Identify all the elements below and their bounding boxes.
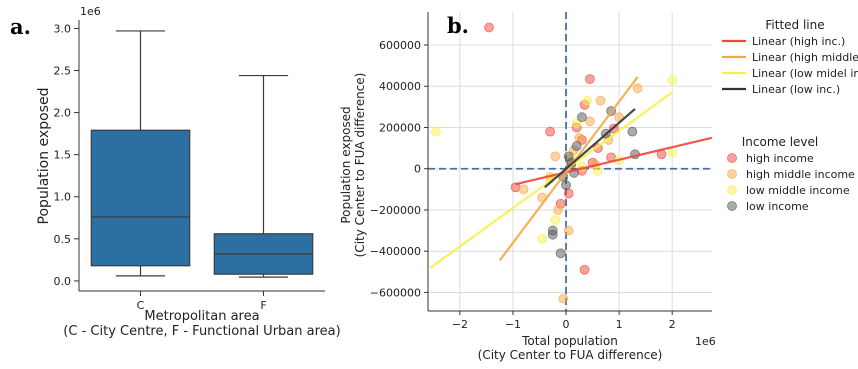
- panel-b-y-tick-label: 200000: [379, 121, 421, 134]
- data-point-high-middle-income: [632, 83, 643, 94]
- panel-a-y-tick-label: 0.5: [54, 233, 72, 246]
- panel-b-y-tick-label: 0: [414, 163, 421, 176]
- fitted-line-linear-low-inc-: [544, 108, 636, 189]
- legend-fitted-label: Linear (low inc.): [752, 83, 840, 96]
- legend-income-level: Income level high income high middle inco…: [727, 135, 855, 213]
- panel-b-x-tick-label: −1: [505, 318, 521, 331]
- panel-b-points: [431, 22, 678, 304]
- panel-b-label: b.: [447, 13, 469, 38]
- data-point-low-income: [627, 126, 638, 137]
- legend-fitted-label: Linear (low midel inc: [752, 67, 858, 80]
- panel-a-y-tick-label: 1.5: [54, 149, 72, 162]
- data-point-low-middle-income: [550, 215, 561, 226]
- panel-b-y-tick-label: −600000: [370, 286, 421, 299]
- panel-b-y-tick-label: 400000: [379, 80, 421, 93]
- panel-a-y-tick-label: 0.0: [54, 275, 72, 288]
- data-point-low-middle-income: [667, 75, 678, 85]
- legend-income-marker: [727, 169, 737, 179]
- data-point-low-income: [547, 229, 558, 240]
- box-body-C: [90, 129, 191, 267]
- panel-b-y-tick-label: 600000: [379, 39, 421, 52]
- panel-a-ylabel: Population exposed: [36, 88, 52, 225]
- panel-a-boxes: [90, 30, 314, 278]
- panel-b-x-tick-label: 1: [616, 318, 623, 331]
- panel-a-scale-label: 1e6: [80, 5, 101, 18]
- panel-b-xlabel-line2: (City Center to FUA difference): [478, 348, 663, 362]
- panel-a-x-tick-label: C: [137, 299, 145, 312]
- panel-b-x-ticks: −2 −1 0 1 2: [452, 311, 676, 331]
- legend-fitted-title: Fitted line: [765, 18, 824, 32]
- panel-a-y-tick-label: 3.0: [54, 22, 72, 35]
- panel-a: a. 1e6 Population exposed 0.0 0.5 1.0 1.5 2.…: [10, 5, 341, 339]
- panel-a-y-tick-label: 2.5: [54, 64, 72, 77]
- panel-b-ylabel-line2: (City Center to FUA difference): [353, 73, 367, 258]
- panel-b-ylabel-line1: Population exposed: [339, 106, 353, 223]
- panel-b-y-tick-label: −400000: [370, 245, 421, 258]
- data-point-high-income: [585, 74, 595, 84]
- data-point-low-middle-income: [667, 147, 678, 158]
- panel-b-x-tick-label: 0: [563, 318, 570, 331]
- data-point-high-middle-income: [550, 151, 561, 162]
- panel-a-y-ticks: 0.0 0.5 1.0 1.5 2.0 2.5 3.0: [54, 22, 79, 288]
- panel-a-label: a.: [10, 14, 31, 39]
- data-point-high-income: [579, 264, 590, 275]
- data-point-low-middle-income: [571, 118, 582, 129]
- legend-income-label: high income: [746, 152, 814, 165]
- data-point-high-middle-income: [518, 184, 529, 195]
- data-point-low-income: [571, 141, 582, 151]
- panel-b-y-ticks: −600000 −400000 −200000 0 200000 400000 600000: [370, 39, 428, 299]
- panel-a-xlabel-line2: (C - City Centre, F - Functional Urban a…: [63, 324, 340, 339]
- panel-b-xlabel-line1: Total population: [521, 334, 618, 348]
- panel-b-y-tick-label: −200000: [370, 204, 421, 217]
- data-point-low-income: [561, 180, 571, 191]
- legend-income-marker: [727, 201, 737, 211]
- fitted-line-linear-high-inc-: [515, 136, 713, 186]
- legend-income-marker: [727, 185, 737, 195]
- data-point-low-income: [577, 112, 587, 123]
- panel-b-reference-lines: [428, 12, 712, 311]
- legend-income-label: low income: [746, 200, 809, 213]
- legend-income-title: Income level: [742, 135, 819, 149]
- panel-a-y-tick-label: 1.0: [54, 191, 72, 204]
- data-point-high-middle-income: [585, 116, 595, 127]
- data-point-low-middle-income: [592, 165, 603, 176]
- data-point-high-middle-income: [595, 95, 606, 106]
- data-point-low-middle-income: [431, 126, 441, 137]
- data-point-low-middle-income: [537, 233, 548, 244]
- panel-a-y-tick-label: 2.0: [54, 107, 72, 120]
- data-point-low-income: [555, 248, 566, 259]
- panel-b-x-tick-label: −2: [452, 318, 468, 331]
- data-point-high-middle-income: [553, 205, 563, 215]
- legend-income-marker: [727, 153, 737, 163]
- legend-fitted-label: Linear (high middle i: [752, 51, 858, 64]
- data-point-high-middle-income: [563, 225, 574, 236]
- panel-b: −600000 −400000 −200000 0 200000 400000 600000…: [339, 12, 716, 362]
- legend-income-label: low middle income: [746, 184, 850, 197]
- data-point-high-middle-income: [558, 293, 569, 304]
- panel-b-fitted-lines: [430, 76, 713, 269]
- legend-income-label: high middle income: [746, 168, 855, 181]
- panel-a-x-tick-label: F: [260, 299, 266, 312]
- panel-b-x-tick-label: 2: [669, 318, 676, 331]
- panel-a-xlabel-line1: Metropolitan area: [144, 309, 259, 324]
- data-point-high-income: [484, 22, 494, 33]
- legend-fitted-lines: Fitted line Linear (high inc.) Linear (hi…: [722, 18, 858, 96]
- data-point-high-income: [563, 188, 574, 199]
- data-point-high-income: [545, 126, 555, 137]
- data-point-high-middle-income: [574, 132, 585, 143]
- panel-b-x-scale-label: 1e6: [695, 335, 716, 348]
- legend-fitted-label: Linear (high inc.): [752, 35, 845, 48]
- data-point-low-middle-income: [582, 95, 593, 106]
